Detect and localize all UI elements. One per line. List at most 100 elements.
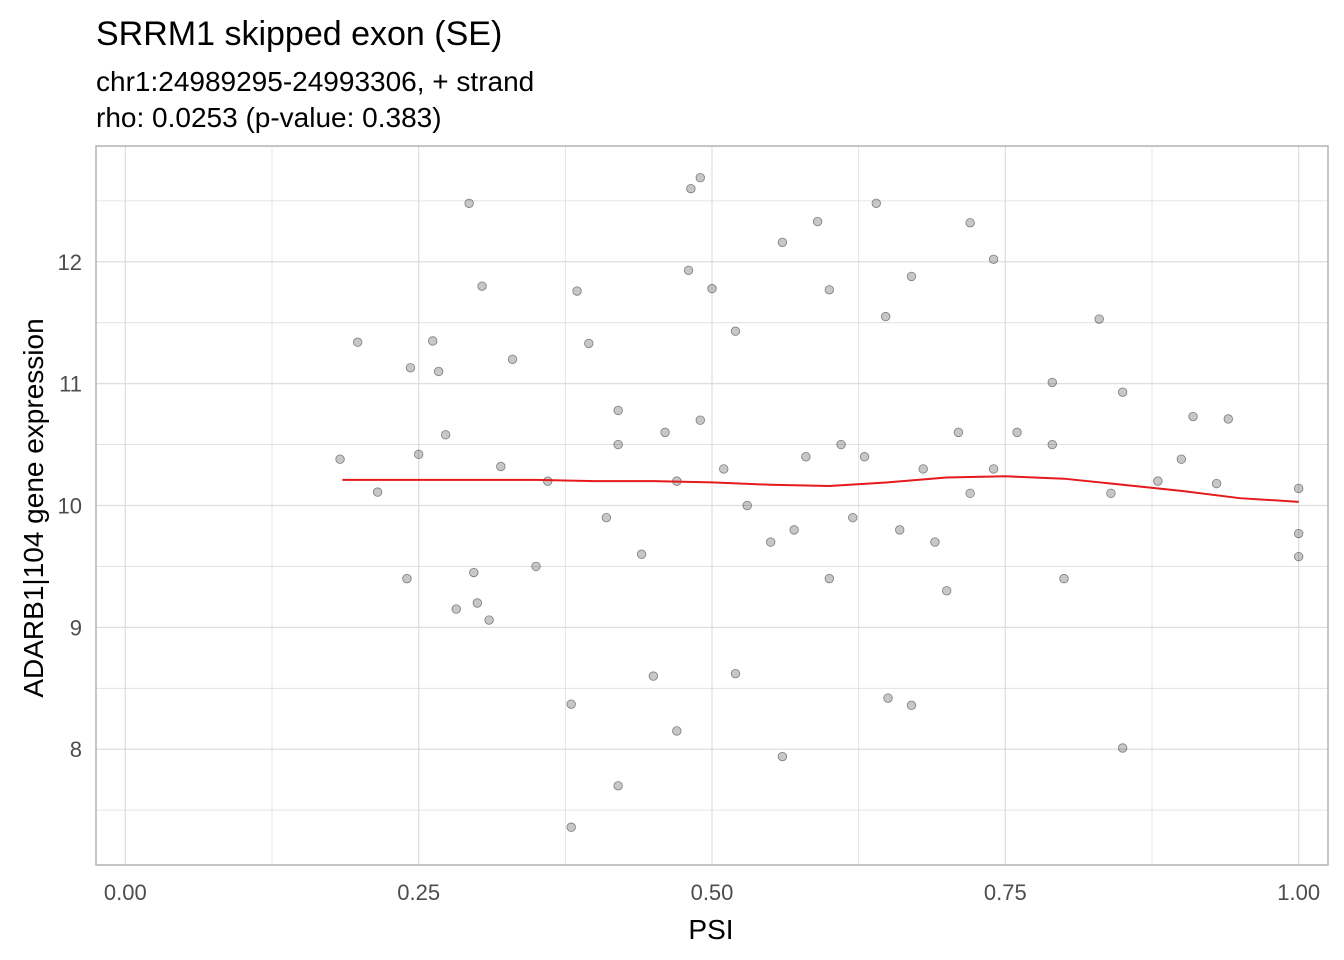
data-point	[1047, 439, 1057, 450]
data-point	[930, 537, 940, 547]
data-point	[352, 337, 363, 347]
data-point	[372, 487, 383, 497]
data-point	[402, 573, 412, 584]
y-tick-label: 8	[70, 737, 82, 762]
y-axis-ticks: 8 9 10 11 12	[58, 250, 82, 762]
data-point	[1094, 314, 1104, 324]
data-point	[941, 586, 952, 596]
panel-border	[95, 145, 1329, 866]
data-point	[672, 726, 682, 736]
data-point	[1223, 414, 1233, 424]
data-point	[777, 751, 788, 762]
data-point	[566, 822, 576, 832]
data-point	[918, 464, 928, 474]
data-point	[824, 285, 835, 295]
data-point	[636, 549, 647, 559]
data-point	[613, 439, 623, 450]
data-point	[1047, 377, 1057, 388]
data-point	[848, 512, 858, 523]
data-point	[335, 454, 345, 464]
data-point	[613, 781, 623, 791]
data-point	[1117, 743, 1128, 753]
data-point	[683, 265, 694, 276]
x-tick-label: 1.00	[1277, 880, 1320, 905]
data-point	[440, 430, 451, 440]
data-point	[1211, 478, 1222, 489]
data-point	[719, 464, 729, 474]
trend-line	[342, 475, 1299, 503]
data-point	[801, 452, 811, 462]
data-point	[883, 693, 893, 703]
data-point	[413, 449, 424, 460]
y-tick-label: 10	[58, 494, 82, 519]
data-point	[1293, 483, 1304, 494]
data-point	[428, 336, 438, 346]
data-point	[730, 668, 741, 679]
data-point	[531, 561, 541, 572]
data-point	[953, 427, 964, 438]
data-point	[1012, 427, 1022, 438]
grid-major	[96, 146, 1328, 865]
data-point	[405, 363, 416, 373]
data-point	[880, 311, 891, 322]
data-point	[777, 237, 788, 247]
x-axis-ticks: 0.00 0.25 0.50 0.75 1.00	[104, 880, 1320, 905]
data-point	[988, 464, 999, 474]
data-point	[789, 525, 799, 535]
data-point	[433, 366, 444, 377]
data-point	[477, 281, 487, 291]
data-point	[965, 488, 975, 499]
data-point	[1176, 454, 1187, 464]
data-point	[730, 326, 741, 336]
data-point	[906, 700, 917, 711]
data-point	[613, 405, 623, 416]
y-tick-label: 12	[58, 250, 82, 275]
data-point	[836, 439, 846, 450]
data-point	[660, 427, 670, 438]
data-point	[812, 216, 823, 227]
data-point	[1153, 476, 1163, 486]
x-tick-label: 0.00	[104, 880, 147, 905]
data-point	[765, 537, 776, 547]
x-tick-label: 0.25	[397, 880, 440, 905]
x-tick-label: 0.50	[691, 880, 734, 905]
chart-title: SRRM1 skipped exon (SE)	[96, 15, 502, 53]
data-point	[584, 338, 594, 349]
data-point	[1117, 387, 1128, 397]
x-tick-label: 0.75	[984, 880, 1027, 905]
chart-subtitle-line-1: chr1:24989295-24993306, + strand	[96, 66, 534, 97]
data-point	[451, 604, 461, 614]
data-point	[1293, 551, 1304, 562]
data-point	[742, 500, 752, 511]
data-point	[1059, 573, 1069, 584]
data-point	[496, 461, 506, 472]
data-point	[507, 354, 518, 364]
data-point	[988, 254, 999, 265]
data-point	[686, 183, 696, 194]
x-axis-title: PSI	[688, 914, 733, 945]
data-point	[469, 567, 479, 578]
data-point	[601, 512, 612, 523]
data-point	[707, 283, 717, 294]
data-point	[472, 598, 483, 608]
data-point	[965, 218, 975, 228]
data-point	[695, 172, 705, 183]
data-point	[1106, 488, 1116, 499]
data-point	[464, 198, 474, 208]
data-point	[895, 525, 905, 535]
y-tick-label: 9	[70, 615, 82, 640]
data-point	[484, 615, 494, 625]
data-point	[695, 415, 705, 425]
data-point	[906, 271, 917, 282]
data-point	[1188, 411, 1198, 422]
data-point	[566, 699, 576, 709]
data-point	[648, 671, 659, 681]
data-point	[572, 286, 582, 296]
chart-subtitle-line-2: rho: 0.0253 (p-value: 0.383)	[96, 102, 442, 133]
y-tick-label: 11	[59, 372, 82, 397]
data-point	[824, 573, 835, 584]
data-point	[859, 452, 870, 462]
data-point	[871, 198, 881, 208]
data-point	[1293, 528, 1304, 539]
